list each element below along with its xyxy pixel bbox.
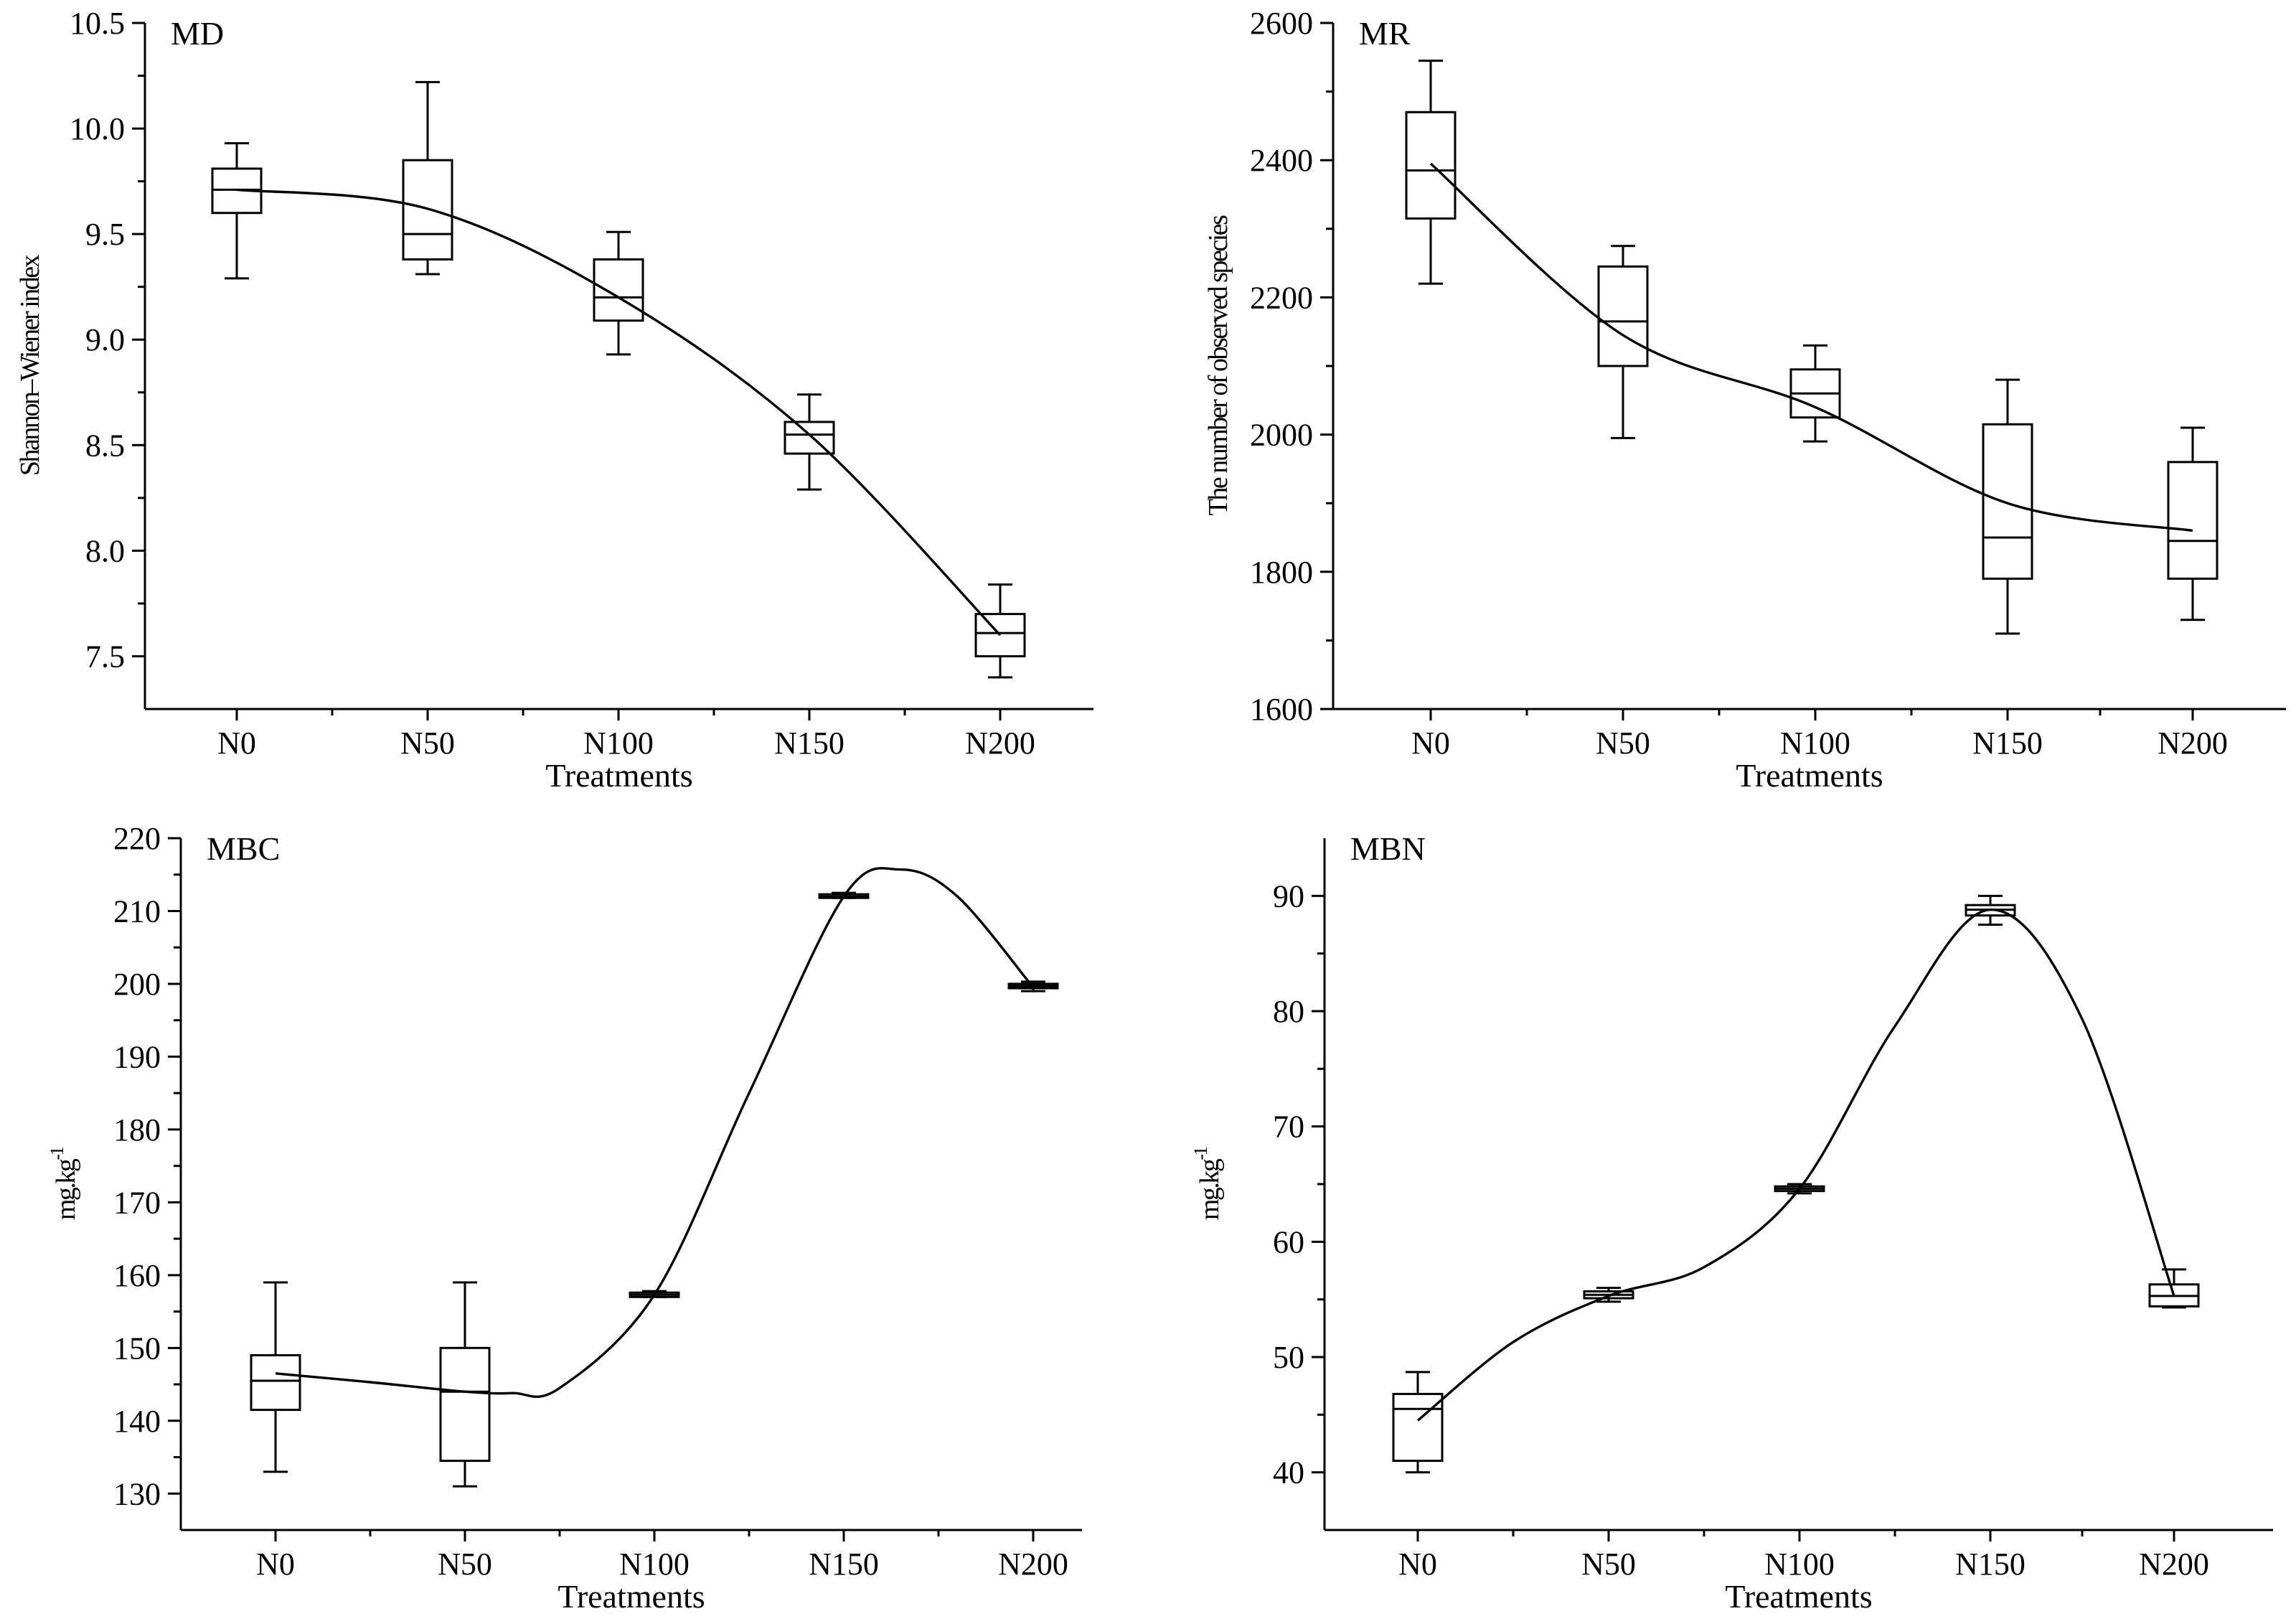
md-trend-line bbox=[236, 188, 1002, 637]
mbn-panel-label: MBN bbox=[1350, 830, 1426, 867]
md-x-tick-label: N0 bbox=[217, 726, 256, 761]
mbn-y-tick-label: 70 bbox=[1273, 1109, 1304, 1145]
md-y-label: Shannon–Wiener index bbox=[15, 254, 45, 476]
mbn-y-tick-label: 80 bbox=[1273, 994, 1304, 1029]
mr-x-tick-label: N100 bbox=[1780, 726, 1850, 761]
mbc-x-tick-label: N100 bbox=[619, 1547, 690, 1582]
md-y-tick-label: 9.5 bbox=[85, 217, 125, 252]
mbc-y-tick-label: 130 bbox=[113, 1476, 161, 1511]
md-box-n200 bbox=[974, 583, 1026, 679]
md-x-tick-label: N150 bbox=[774, 726, 844, 761]
mr-trend-line bbox=[1429, 162, 2193, 532]
mbc-iqr-box bbox=[250, 1353, 301, 1412]
mr-y-tick-label: 2400 bbox=[1250, 143, 1313, 178]
mr-panel-label: MR bbox=[1359, 15, 1411, 52]
md-box-n100 bbox=[593, 230, 644, 356]
md-y-tick-label: 9.0 bbox=[85, 322, 125, 357]
mbc-box-n50 bbox=[439, 1281, 491, 1488]
mbc-y-tick-label: 170 bbox=[113, 1185, 161, 1220]
mbc-y-tick-label: 180 bbox=[113, 1112, 161, 1148]
mbn-y-tick-label: 60 bbox=[1273, 1224, 1304, 1259]
mbn-x-tick-label: N0 bbox=[1398, 1547, 1437, 1582]
mr-x-tick-label: N0 bbox=[1411, 726, 1450, 761]
mbc-box-n0 bbox=[250, 1281, 301, 1473]
mr-x-tick-label: N50 bbox=[1596, 726, 1650, 761]
mr-y-label-text: The number of observed species bbox=[1203, 215, 1233, 515]
mbc-x-label: Treatments bbox=[557, 1578, 705, 1615]
md-iqr-box bbox=[593, 258, 644, 322]
mr-iqr-box bbox=[2167, 461, 2219, 580]
mbn-x-label: Treatments bbox=[1725, 1578, 1872, 1615]
mbn-box-n0 bbox=[1392, 1371, 1444, 1474]
mbc-iqr-box bbox=[439, 1346, 491, 1463]
mr-box-n50 bbox=[1597, 245, 1649, 439]
mr-y-tick-label: 2600 bbox=[1250, 6, 1313, 41]
mbc-y-tick-label: 200 bbox=[113, 967, 161, 1002]
mr-y-tick-label: 1600 bbox=[1250, 692, 1313, 727]
mbn-y-label-text: mg.kg bbox=[1195, 1158, 1225, 1220]
mbc-y-tick-label: 160 bbox=[113, 1258, 161, 1293]
mbn-x-tick-label: N200 bbox=[2139, 1547, 2209, 1582]
chart-mr: 1600 1800 2000 2200 2400 2600 N0 N50 N100 N150 N20… bbox=[1203, 6, 2286, 794]
mr-y-tick-label: 2000 bbox=[1250, 418, 1313, 453]
mbc-y-tick-label: 220 bbox=[113, 821, 161, 856]
md-box-n0 bbox=[211, 142, 263, 280]
mr-iqr-box bbox=[1982, 423, 2033, 580]
md-box-n50 bbox=[402, 80, 453, 276]
mbn-y-label-superscript: -1 bbox=[1190, 1147, 1211, 1160]
md-y-tick-label: 8.5 bbox=[85, 428, 125, 463]
md-y-tick-label: 7.5 bbox=[85, 639, 125, 674]
mbc-panel-label: MBC bbox=[207, 830, 280, 867]
mr-box-n100 bbox=[1789, 344, 1841, 443]
mr-x-tick-label: N200 bbox=[2158, 726, 2228, 761]
mbn-iqr-box bbox=[1392, 1392, 1444, 1463]
mbc-y-tick-label: 210 bbox=[113, 893, 161, 929]
mbn-box-n200 bbox=[2148, 1268, 2200, 1309]
mr-x-tick-label: N150 bbox=[1972, 726, 2043, 761]
mr-iqr-box bbox=[1405, 111, 1457, 220]
md-x-tick-label: N200 bbox=[965, 726, 1035, 761]
chart-mbn: 40 50 60 70 80 90 N0 N50 N100 N150 N200 Treatments m… bbox=[1190, 830, 2273, 1615]
mr-y-label: The number of observed species bbox=[1203, 215, 1233, 515]
mr-x-label: Treatments bbox=[1736, 757, 1883, 794]
chart-md: 7.5 8.0 8.5 9.0 9.5 10.0 10.5 N0 N50 N100 N150 N200… bbox=[15, 6, 1093, 794]
mbc-x-tick-label: N50 bbox=[438, 1547, 492, 1582]
md-y-tick-label: 8.0 bbox=[85, 533, 125, 568]
mr-y-tick-label: 2200 bbox=[1250, 280, 1313, 315]
mbn-y-tick-label: 50 bbox=[1273, 1340, 1304, 1375]
md-x-label: Treatments bbox=[545, 757, 692, 794]
mr-y-tick-label: 1800 bbox=[1250, 555, 1313, 590]
mbc-y-tick-label: 140 bbox=[113, 1404, 161, 1439]
mbn-x-tick-label: N150 bbox=[1955, 1547, 2026, 1582]
mbc-trend-line bbox=[275, 867, 1035, 1398]
mbc-y-label: mg.kg-1 bbox=[47, 1147, 81, 1220]
md-y-tick-label: 10.0 bbox=[70, 111, 125, 146]
md-x-tick-label: N100 bbox=[583, 726, 654, 761]
mbn-trend-line bbox=[1416, 908, 2175, 1422]
mr-box-n0 bbox=[1405, 60, 1457, 285]
mr-box-n150 bbox=[1982, 378, 2033, 635]
md-panel-label: MD bbox=[171, 15, 224, 52]
mbc-y-tick-label: 150 bbox=[113, 1331, 161, 1366]
mbn-x-tick-label: N100 bbox=[1764, 1547, 1835, 1582]
md-y-label-text: Shannon–Wiener index bbox=[15, 254, 45, 476]
mbn-x-tick-label: N50 bbox=[1581, 1547, 1636, 1582]
mbc-y-label-superscript: -1 bbox=[47, 1147, 67, 1160]
mbn-y-tick-label: 90 bbox=[1273, 878, 1304, 914]
mbc-x-tick-label: N200 bbox=[998, 1547, 1068, 1582]
chart-mbc: 130 140 150 160 170 180 190 200 210 220 N0 N50 N100 N… bbox=[47, 821, 1082, 1615]
md-y-tick-label: 10.5 bbox=[70, 6, 125, 41]
mr-box-n200 bbox=[2167, 426, 2219, 621]
mbc-y-label-text: mg.kg bbox=[51, 1158, 81, 1220]
md-box-n150 bbox=[784, 393, 835, 491]
md-x-tick-label: N50 bbox=[400, 726, 455, 761]
mbc-y-tick-label: 190 bbox=[113, 1039, 161, 1074]
md-iqr-box bbox=[974, 613, 1026, 657]
mbn-y-tick-label: 40 bbox=[1273, 1455, 1304, 1491]
mbc-x-tick-label: N150 bbox=[809, 1547, 879, 1582]
mbn-y-label: mg.kg-1 bbox=[1190, 1147, 1225, 1220]
mbc-x-tick-label: N0 bbox=[256, 1547, 295, 1582]
mr-iqr-box bbox=[1597, 265, 1649, 367]
